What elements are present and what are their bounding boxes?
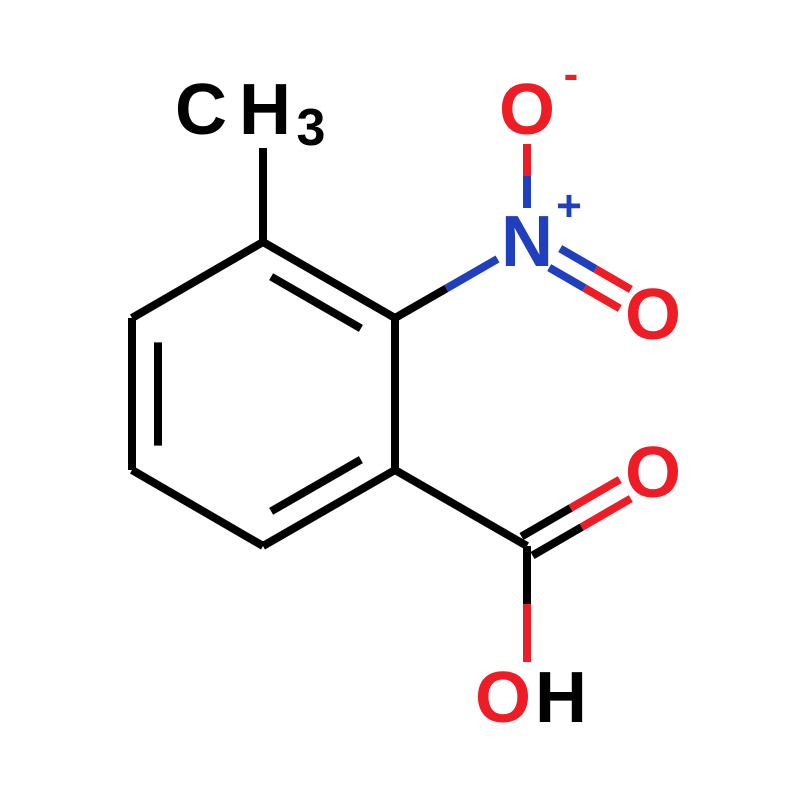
svg-text:H: H [535,658,587,738]
svg-text:O: O [499,70,555,150]
svg-text:+: + [556,182,582,231]
svg-text:O: O [475,658,531,738]
svg-text:N: N [501,202,553,282]
svg-text:-: - [564,50,579,99]
svg-text:3: 3 [297,99,326,157]
svg-text:C: C [175,70,227,150]
svg-text:H: H [239,70,291,150]
svg-text:O: O [625,433,681,513]
svg-text:O: O [625,275,681,355]
